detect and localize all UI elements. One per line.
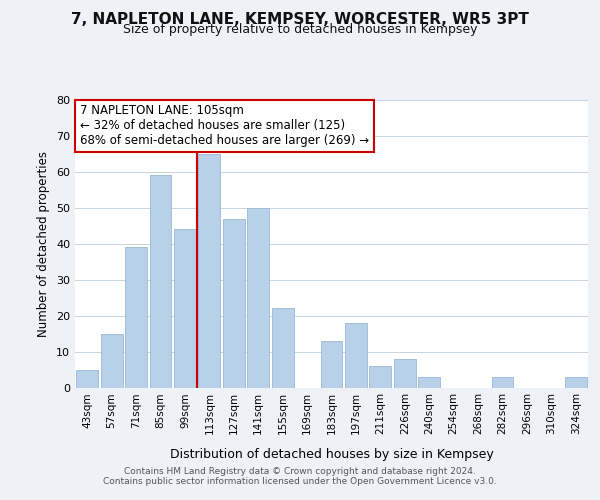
Bar bbox=[565, 376, 587, 388]
Bar bbox=[320, 341, 343, 388]
Bar bbox=[199, 154, 220, 388]
Y-axis label: Number of detached properties: Number of detached properties bbox=[37, 151, 50, 337]
Bar bbox=[491, 376, 514, 388]
Bar bbox=[272, 308, 293, 388]
Bar bbox=[370, 366, 391, 388]
Bar bbox=[125, 248, 147, 388]
X-axis label: Distribution of detached houses by size in Kempsey: Distribution of detached houses by size … bbox=[170, 448, 493, 462]
Text: Contains public sector information licensed under the Open Government Licence v3: Contains public sector information licen… bbox=[103, 477, 497, 486]
Bar bbox=[418, 376, 440, 388]
Bar bbox=[174, 230, 196, 388]
Text: 7 NAPLETON LANE: 105sqm
← 32% of detached houses are smaller (125)
68% of semi-d: 7 NAPLETON LANE: 105sqm ← 32% of detache… bbox=[80, 104, 369, 148]
Bar bbox=[149, 176, 172, 388]
Text: Size of property relative to detached houses in Kempsey: Size of property relative to detached ho… bbox=[123, 24, 477, 36]
Bar bbox=[394, 359, 416, 388]
Text: Contains HM Land Registry data © Crown copyright and database right 2024.: Contains HM Land Registry data © Crown c… bbox=[124, 467, 476, 476]
Bar bbox=[101, 334, 122, 388]
Bar bbox=[247, 208, 269, 388]
Bar bbox=[223, 218, 245, 388]
Text: 7, NAPLETON LANE, KEMPSEY, WORCESTER, WR5 3PT: 7, NAPLETON LANE, KEMPSEY, WORCESTER, WR… bbox=[71, 12, 529, 28]
Bar bbox=[345, 323, 367, 388]
Bar bbox=[76, 370, 98, 388]
